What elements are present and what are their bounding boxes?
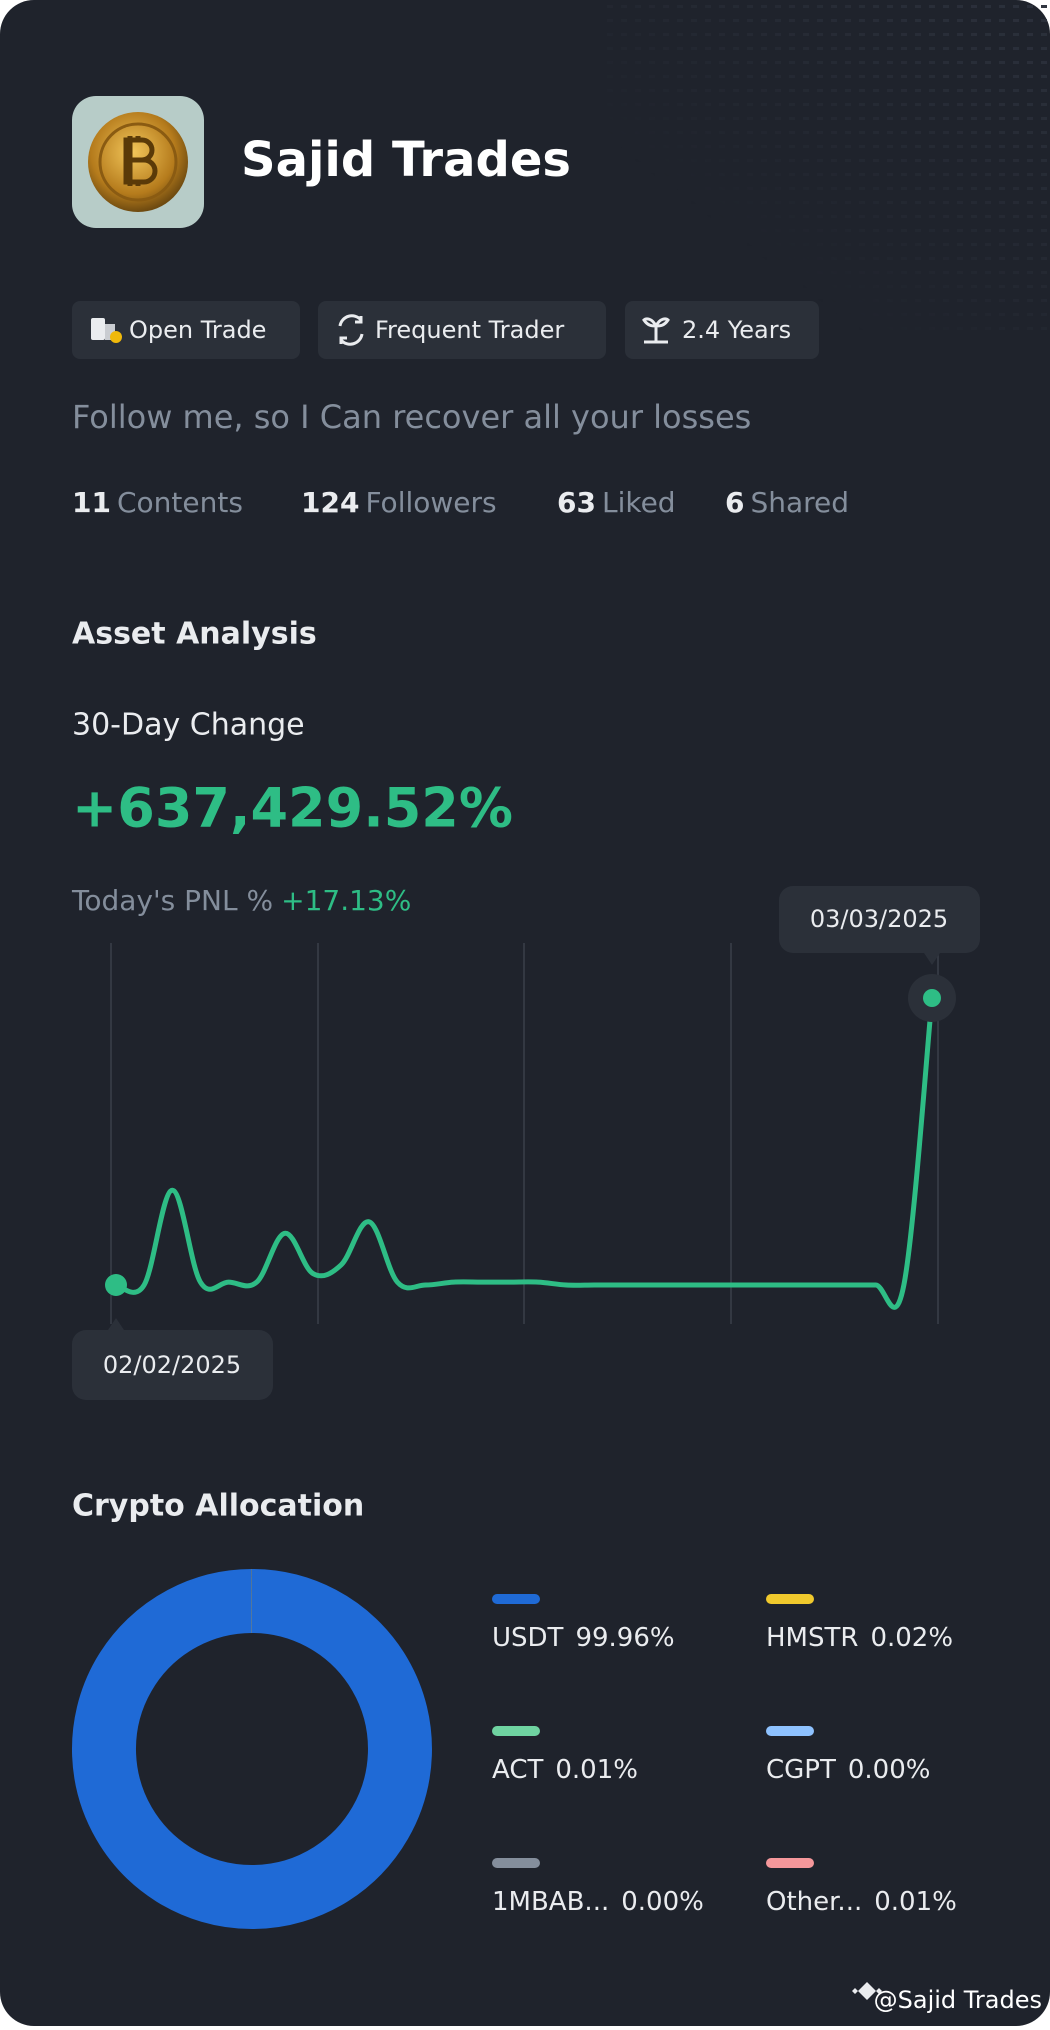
legend-item: 1MBAB... 0.00%: [492, 1887, 704, 1917]
tag-label: Open Trade: [129, 316, 266, 344]
change-value: +637,429.52%: [72, 777, 513, 840]
legend-name: 1MBAB...: [492, 1887, 609, 1917]
tag-label: Frequent Trader: [375, 316, 564, 344]
bio: Follow me, so I Can recover all your los…: [72, 398, 751, 436]
start-point: [105, 1274, 127, 1296]
end-date: 03/03/2025: [810, 905, 948, 933]
legend-item: USDT 99.96%: [492, 1623, 675, 1653]
section-title: Crypto Allocation: [72, 1489, 364, 1524]
stat-value: 63: [557, 486, 596, 519]
legend-swatch: [492, 1594, 540, 1604]
pnl: Today's PNL %+17.13%: [71, 884, 411, 917]
stat-value: 6: [725, 486, 744, 519]
stat-label: Followers: [365, 486, 496, 519]
legend-swatch: [766, 1858, 814, 1868]
legend-item: ACT 0.01%: [492, 1755, 638, 1785]
legend-value: 0.00%: [848, 1755, 931, 1785]
legend-swatch: [766, 1726, 814, 1736]
legend-name: Other...: [766, 1887, 862, 1917]
stat-value: 124: [301, 486, 359, 519]
legend-swatch: [492, 1726, 540, 1736]
tag: Frequent Trader: [318, 301, 606, 359]
tag: Open Trade: [72, 301, 300, 359]
dot-pattern: [600, 0, 1050, 340]
legend-name: CGPT: [766, 1755, 836, 1785]
legend-value: 99.96%: [575, 1623, 674, 1653]
stat-label: Liked: [602, 486, 676, 519]
tag: 2.4 Years: [625, 301, 819, 359]
watermark: @Sajid Trades: [874, 1986, 1042, 2014]
legend-name: HMSTR: [766, 1623, 858, 1653]
change-label: 30-Day Change: [72, 708, 305, 743]
pnl-value: +17.13%: [281, 884, 411, 917]
legend-item: CGPT 0.00%: [766, 1755, 930, 1785]
start-date: 02/02/2025: [103, 1351, 241, 1379]
legend-value: 0.00%: [621, 1887, 704, 1917]
pnl-label: Today's PNL %: [71, 884, 273, 917]
profile-name: Sajid Trades: [241, 132, 571, 188]
legend-value: 0.01%: [874, 1887, 957, 1917]
legend-name: ACT: [492, 1755, 543, 1785]
stat-value: 11: [72, 486, 111, 519]
avatar: [72, 96, 204, 228]
start-tooltip: 02/02/2025: [72, 1318, 273, 1400]
legend-item: Other... 0.01%: [766, 1887, 957, 1917]
tag-label: 2.4 Years: [682, 316, 791, 344]
stat-label: Shared: [750, 486, 849, 519]
stat-label: Contents: [117, 486, 243, 519]
legend-value: 0.01%: [555, 1755, 638, 1785]
legend-swatch: [766, 1594, 814, 1604]
legend-swatch: [492, 1858, 540, 1868]
legend-name: USDT: [492, 1623, 564, 1653]
end-point: [923, 989, 941, 1007]
section-title: Asset Analysis: [72, 617, 317, 652]
legend-value: 0.02%: [870, 1623, 953, 1653]
